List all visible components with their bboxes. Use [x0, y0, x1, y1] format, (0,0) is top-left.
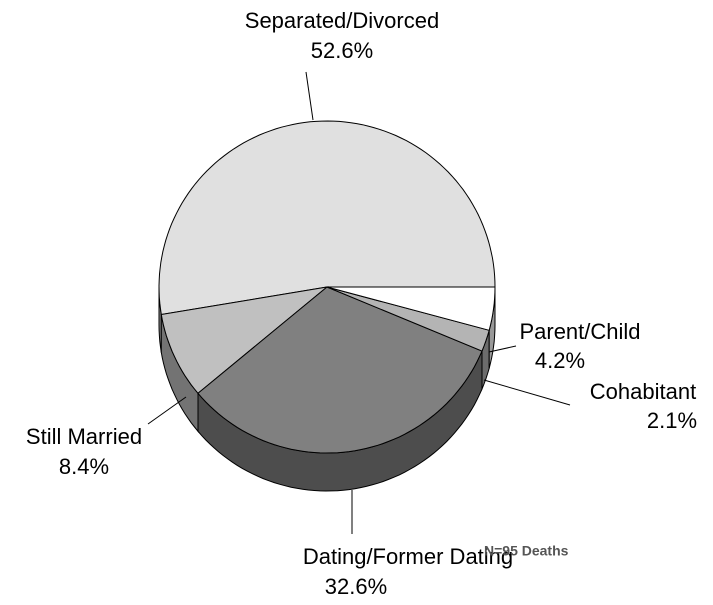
slice-value-label: 52.6% — [311, 38, 373, 63]
slice — [326, 286, 496, 331]
slice-label: Parent/Child — [519, 319, 640, 344]
slice-label: Still Married — [26, 424, 142, 449]
leader-line — [483, 379, 571, 406]
slice-value-label: 2.1% — [647, 408, 697, 433]
slice-value-label: 4.2% — [535, 348, 585, 373]
slice-label: Dating/Former Dating — [303, 544, 513, 569]
slice-label: Separated/Divorced — [245, 8, 439, 33]
leader-line — [147, 396, 187, 425]
pie-tops — [158, 120, 496, 454]
slice — [158, 120, 496, 316]
annotation: N=95 Deaths — [484, 543, 569, 559]
leader-line — [488, 345, 517, 353]
leader-line — [305, 71, 314, 121]
slice — [197, 286, 483, 454]
slice-label: Cohabitant — [590, 379, 696, 404]
slice-value-label: 8.4% — [59, 454, 109, 479]
slice-value-label: 32.6% — [325, 574, 387, 599]
slice — [160, 286, 329, 395]
labels: Separated/Divorced 52.6% Still Married 8.4%… — [26, 8, 697, 599]
